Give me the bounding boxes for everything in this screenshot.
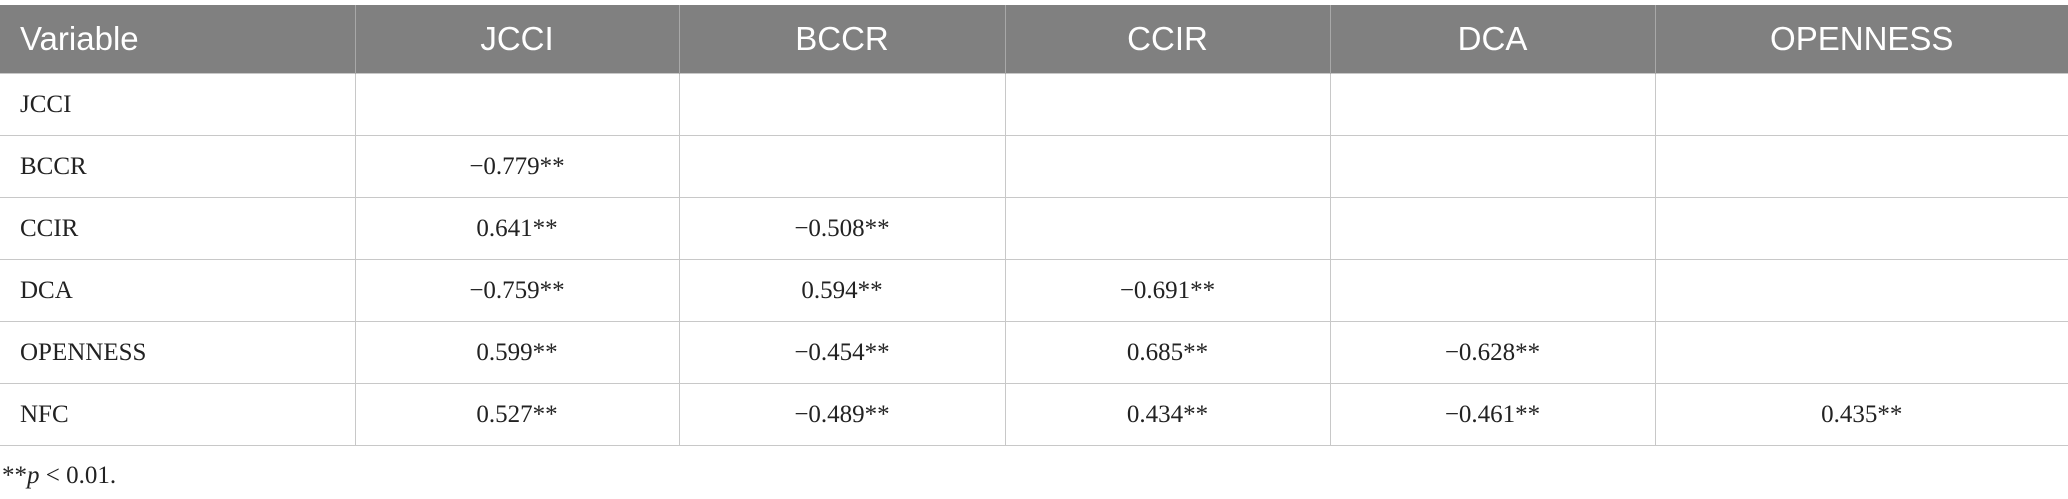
- table-row: DCA −0.759** 0.594** −0.691**: [0, 259, 2068, 322]
- row-label: DCA: [0, 259, 356, 322]
- table-cell: [1654, 73, 2068, 136]
- table-row: JCCI: [0, 73, 2068, 136]
- table-cell: −0.508**: [678, 197, 1006, 260]
- table-cell: [1004, 73, 1331, 136]
- table-cell: [1654, 197, 2068, 260]
- table-cell: 0.599**: [354, 321, 680, 384]
- header-cell: BCCR: [678, 5, 1005, 74]
- table-body: JCCI BCCR −0.779** CCIR 0.641** −0.508** DCA −0…: [0, 73, 2068, 446]
- table-cell: 0.434**: [1004, 383, 1331, 446]
- correlation-table: Variable JCCI BCCR CCIR DCA OPENNESS JCCI BCCR…: [0, 5, 2068, 446]
- header-cell: JCCI: [354, 5, 679, 74]
- table-cell: 0.594**: [678, 259, 1006, 322]
- table-cell: −0.461**: [1329, 383, 1656, 446]
- table-row: CCIR 0.641** −0.508**: [0, 197, 2068, 260]
- footnote-symbol: p: [27, 462, 40, 489]
- table-cell: [678, 135, 1006, 198]
- table-cell: [1654, 321, 2068, 384]
- table-row: OPENNESS 0.599** −0.454** 0.685** −0.628**: [0, 321, 2068, 384]
- footnote-text: < 0.01.: [39, 462, 117, 489]
- header-cell: Variable: [0, 5, 355, 74]
- table-cell: [678, 73, 1006, 136]
- table-cell: −0.691**: [1004, 259, 1331, 322]
- row-label: JCCI: [0, 73, 356, 136]
- row-label: BCCR: [0, 135, 356, 198]
- table-cell: 0.527**: [354, 383, 680, 446]
- row-label: NFC: [0, 383, 356, 446]
- table-row: NFC 0.527** −0.489** 0.434** −0.461** 0.435**: [0, 383, 2068, 446]
- table-cell: −0.779**: [354, 135, 680, 198]
- table-cell: [1654, 135, 2068, 198]
- table-row: BCCR −0.779**: [0, 135, 2068, 198]
- row-label: CCIR: [0, 197, 356, 260]
- table-cell: [1654, 259, 2068, 322]
- table-cell: [1004, 197, 1331, 260]
- table-cell: −0.628**: [1329, 321, 1656, 384]
- table-cell: −0.759**: [354, 259, 680, 322]
- header-cell: CCIR: [1004, 5, 1330, 74]
- table-cell: [1329, 197, 1656, 260]
- table-cell: [354, 73, 680, 136]
- header-cell: OPENNESS: [1654, 5, 2068, 74]
- table-cell: 0.641**: [354, 197, 680, 260]
- footnote-marker: **: [2, 462, 27, 489]
- page: Variable JCCI BCCR CCIR DCA OPENNESS JCCI BCCR…: [0, 5, 2068, 499]
- table-cell: 0.435**: [1654, 383, 2068, 446]
- row-label: OPENNESS: [0, 321, 356, 384]
- table-cell: [1329, 135, 1656, 198]
- header-cell: DCA: [1329, 5, 1655, 74]
- table-cell: [1329, 259, 1656, 322]
- table-cell: [1329, 73, 1656, 136]
- table-cell: −0.489**: [678, 383, 1006, 446]
- table-cell: −0.454**: [678, 321, 1006, 384]
- footnote: **p < 0.01.: [2, 462, 2068, 490]
- table-cell: [1004, 135, 1331, 198]
- header-row: Variable JCCI BCCR CCIR DCA OPENNESS: [0, 5, 2068, 74]
- table-cell: 0.685**: [1004, 321, 1331, 384]
